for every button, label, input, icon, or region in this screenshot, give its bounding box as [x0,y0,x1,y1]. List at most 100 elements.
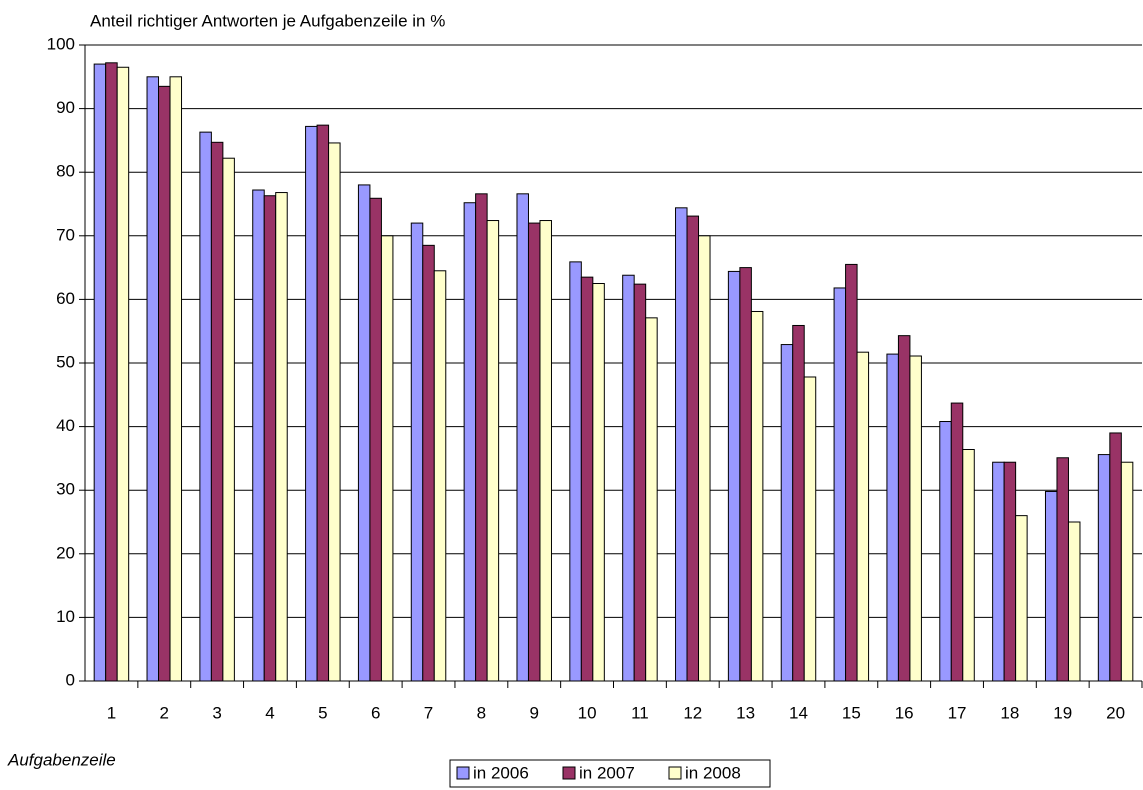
bar [357,184,371,682]
bar [93,63,107,682]
bar [305,125,318,682]
bar [328,142,341,682]
bar [886,353,899,682]
bar [1067,521,1081,682]
bar [845,263,858,682]
bar [210,141,224,682]
x-tick-label: 14 [789,703,808,722]
y-tick-label: 20 [56,543,75,562]
bar [380,235,394,682]
bar [158,85,171,682]
bar [222,157,235,682]
bar [516,193,529,682]
x-axis-title: Aufgabenzeile [7,750,116,769]
bar [856,351,870,682]
bar [1056,457,1069,682]
bar [909,355,922,682]
x-tick-label: 17 [948,703,967,722]
legend-box [449,759,771,788]
bar [463,202,477,682]
bar [252,189,265,682]
bar [633,283,647,682]
bar [792,324,805,682]
x-tick-label: 13 [736,703,755,722]
x-tick-label: 20 [1106,703,1125,722]
legend-label: in 2007 [579,763,635,782]
x-tick-label: 19 [1053,703,1072,722]
bar [780,344,794,682]
bar [803,376,817,682]
bar [116,66,130,682]
bar [475,193,488,682]
bar [316,124,330,682]
bar [1120,461,1134,682]
x-tick-label: 5 [318,703,327,722]
bar [1015,515,1028,682]
x-tick-label: 1 [107,703,116,722]
y-tick-label: 40 [56,416,75,435]
y-tick-label: 30 [56,480,75,499]
bar [750,310,764,682]
bar [199,131,212,682]
legend-label: in 2006 [473,763,529,782]
bar [105,62,118,682]
bar [592,283,605,682]
y-tick-label: 50 [56,352,75,371]
bar [992,461,1005,682]
bar [897,335,911,682]
y-tick-label: 100 [47,34,75,53]
bar [263,195,277,682]
bar [1097,454,1111,682]
legend-label: in 2008 [685,763,741,782]
bar [833,287,847,682]
bar [1044,490,1058,682]
x-tick-label: 2 [160,703,169,722]
bar [410,222,424,682]
y-tick-label: 80 [56,162,75,181]
legend-swatch [456,766,470,780]
y-tick-label: 90 [56,98,75,117]
bar [622,274,635,682]
y-tick-label: 70 [56,225,75,244]
bar [1003,461,1017,682]
bar [369,197,382,682]
bar [727,270,741,682]
bar [569,261,582,682]
bar [275,192,288,682]
x-tick-label: 11 [631,703,649,722]
x-tick-label: 9 [529,703,538,722]
bar [675,207,688,682]
x-tick-label: 8 [477,703,486,722]
y-tick-label: 10 [56,607,75,626]
x-tick-label: 15 [842,703,861,722]
bar [169,76,183,682]
bar [146,76,160,682]
bar [645,317,658,682]
chart-title: Anteil richtiger Antworten je Aufgabenze… [90,11,445,30]
bar [939,421,952,682]
bar [580,276,594,682]
x-tick-label: 18 [1000,703,1019,722]
bar [739,267,752,682]
bar [433,270,447,682]
x-tick-label: 3 [212,703,221,722]
bar [686,215,700,682]
x-tick-label: 4 [265,703,274,722]
bar [698,235,711,682]
x-tick-label: 12 [683,703,702,722]
bar [962,448,975,682]
bar [539,220,552,682]
x-tick-label: 16 [895,703,914,722]
bar [1109,432,1122,682]
bar [422,244,435,682]
bar [527,222,541,682]
x-tick-label: 10 [578,703,597,722]
x-tick-label: 6 [371,703,380,722]
bar [486,220,500,682]
x-tick-label: 7 [424,703,433,722]
legend-swatch [562,766,576,780]
legend-swatch [668,766,682,780]
y-tick-label: 60 [56,289,75,308]
bar [950,402,964,682]
